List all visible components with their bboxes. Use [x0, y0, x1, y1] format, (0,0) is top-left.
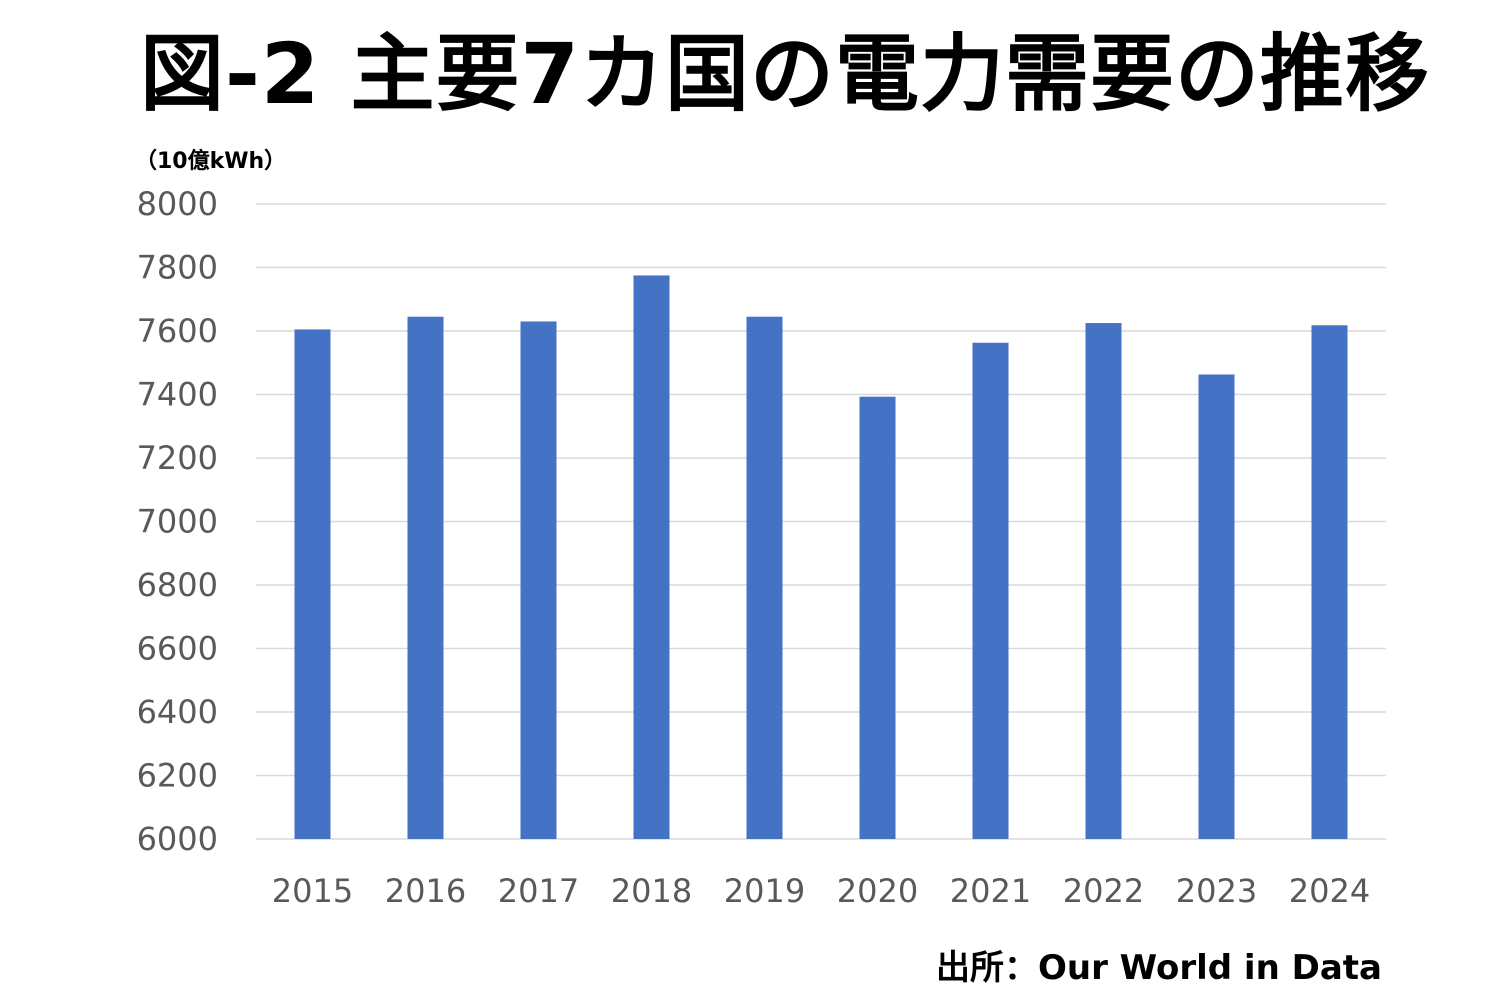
y-tick-label: 6000	[137, 820, 218, 858]
x-tick-label: 2021	[950, 872, 1031, 910]
source-note: 出所：Our World in Data	[935, 948, 1382, 988]
bar-2024	[1311, 325, 1348, 839]
x-tick-label: 2018	[611, 872, 692, 910]
y-axis-unit-label: （10億kWh）	[135, 149, 287, 174]
y-tick-label: 6600	[137, 630, 218, 668]
x-tick-label: 2017	[498, 872, 579, 910]
bar-2023	[1198, 374, 1235, 839]
y-tick-label: 7600	[137, 312, 218, 350]
x-tick-label: 2016	[385, 872, 466, 910]
x-axis-ticks: 2015 2016 2017 2018 2019 2020 2021 2022 2023 2024	[272, 872, 1370, 910]
bar-2022	[1085, 323, 1122, 839]
y-tick-label: 6400	[137, 693, 218, 731]
x-tick-label: 2019	[724, 872, 805, 910]
y-tick-label: 7400	[137, 376, 218, 414]
x-tick-label: 2015	[272, 872, 353, 910]
bar-2020	[859, 396, 896, 839]
gridlines	[256, 203, 1386, 840]
bar-2016	[407, 316, 444, 839]
y-tick-label: 7800	[137, 249, 218, 287]
y-tick-label: 6200	[137, 757, 218, 795]
y-tick-label: 7200	[137, 439, 218, 477]
x-tick-label: 2023	[1176, 872, 1257, 910]
x-tick-label: 2022	[1063, 872, 1144, 910]
x-tick-label: 2024	[1289, 872, 1370, 910]
y-axis-ticks: 6000 6200 6400 6600 6800 7000 7200 7400 7600 7800…	[137, 185, 218, 858]
bar-2021	[972, 342, 1009, 839]
bar-2019	[746, 316, 783, 839]
x-tick-label: 2020	[837, 872, 918, 910]
y-tick-label: 6800	[137, 566, 218, 604]
bar-2015	[294, 329, 331, 839]
bar-2017	[520, 321, 557, 840]
chart-title: 図-2 主要7カ国の電力需要の推移	[140, 25, 1431, 123]
y-tick-label: 8000	[137, 185, 218, 223]
y-tick-label: 7000	[137, 503, 218, 541]
bar-2018	[633, 275, 670, 839]
bars	[294, 275, 1348, 840]
